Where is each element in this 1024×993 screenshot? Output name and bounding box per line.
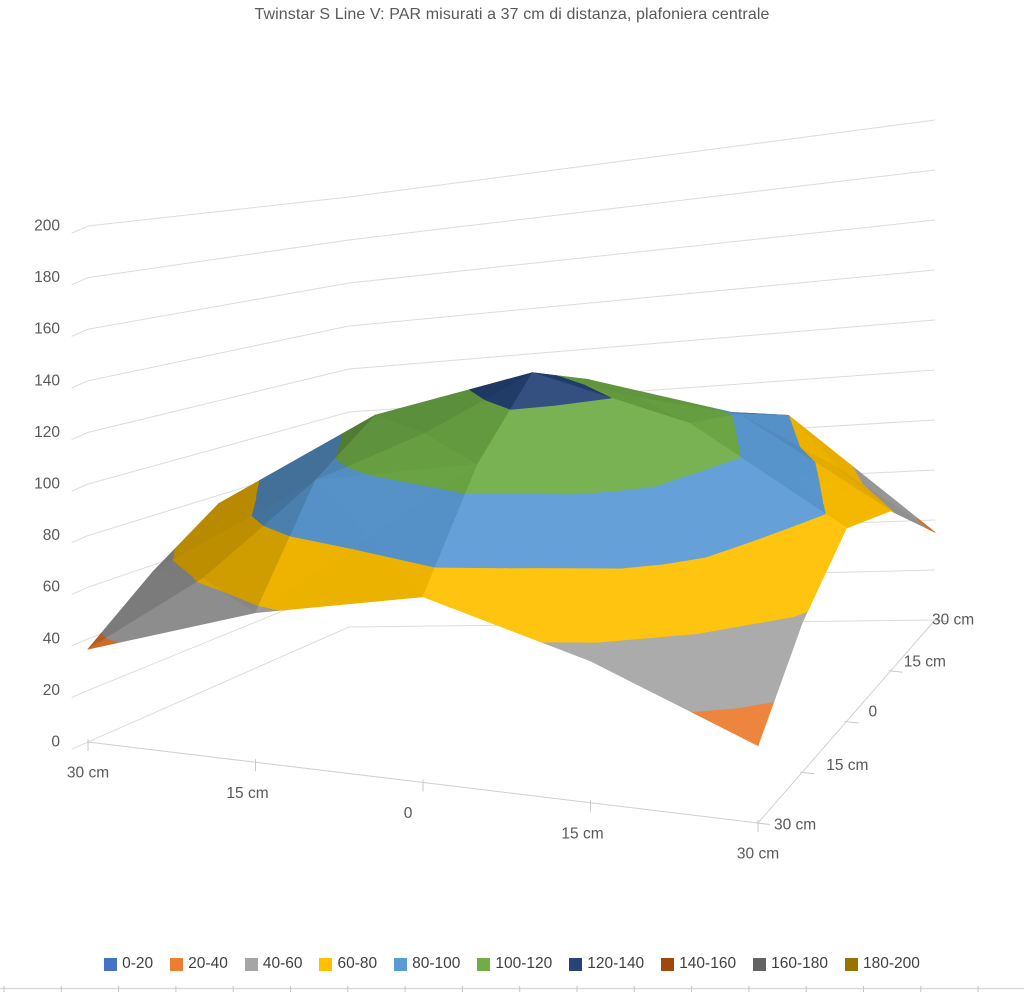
x-axis-label: 15 cm	[226, 785, 268, 802]
legend-item: 180-200	[844, 955, 920, 973]
depth-axis-tick	[888, 670, 903, 673]
depth-axis-tick	[932, 619, 948, 622]
legend-item: 80-100	[394, 955, 460, 973]
legend-swatch	[170, 957, 184, 971]
surface-band-facet	[837, 467, 895, 513]
legend-label: 80-100	[412, 955, 461, 972]
legend-label: 20-40	[188, 955, 228, 972]
legend-swatch	[844, 957, 858, 971]
x-axis-label: 30 cm	[67, 765, 109, 782]
z-tick-label: 40	[43, 630, 61, 647]
z-gridline	[71, 619, 936, 750]
z-gridline	[71, 269, 936, 389]
depth-axis-tick	[755, 822, 771, 825]
surface-band-facet	[791, 468, 824, 503]
z-tick-label: 140	[34, 372, 60, 389]
legend-item: 20-40	[170, 955, 228, 973]
legend-label: 120-140	[587, 955, 645, 972]
legend-swatch	[753, 957, 767, 971]
x-axis-label: 0	[404, 805, 413, 822]
legend-item: 40-60	[244, 955, 303, 973]
category-axis-line	[87, 619, 936, 824]
surface-band-facet	[697, 622, 803, 709]
legend-item: 140-160	[661, 955, 736, 973]
surface-band-facet	[689, 422, 741, 468]
legend-label: 60-80	[337, 955, 378, 972]
z-tick-label: 180	[34, 269, 60, 286]
legend-swatch	[394, 957, 408, 971]
z-tick-label: 120	[34, 424, 60, 441]
legend-label: 180-200	[862, 955, 920, 972]
z-gridline	[71, 119, 936, 234]
legend-item: 60-80	[319, 955, 377, 973]
z-tick-label: 80	[43, 527, 61, 544]
legend-label: 140-160	[679, 955, 737, 972]
depth-axis-label: 30 cm	[932, 612, 974, 629]
z-tick-label: 200	[34, 218, 60, 235]
legend-swatch	[661, 957, 675, 971]
depth-axis-tick	[800, 771, 815, 775]
surface-band-facet	[621, 512, 665, 569]
surface-band-facet	[917, 520, 936, 533]
depth-axis-label: 30 cm	[774, 817, 816, 834]
legend-label: 100-120	[495, 955, 553, 972]
legend-label: 0-20	[122, 955, 154, 972]
legend-item: 100-120	[477, 955, 552, 973]
chart-title: Twinstar S Line V: PAR misurati a 37 cm …	[254, 6, 770, 23]
legend-swatch	[104, 957, 118, 971]
surface-band-facet	[532, 372, 612, 406]
z-gridline	[71, 219, 936, 337]
depth-axis-label: 15 cm	[904, 653, 946, 670]
z-gridline	[71, 169, 936, 286]
legend-item: 120-140	[569, 955, 644, 973]
z-tick-label: 60	[43, 579, 61, 596]
legend-label: 40-60	[262, 955, 303, 972]
legend-label: 160-180	[771, 955, 828, 972]
z-gridline	[71, 319, 936, 441]
legend-item: 160-180	[753, 955, 828, 973]
surface-band-facet	[744, 521, 797, 541]
depth-axis-label: 15 cm	[826, 757, 868, 774]
x-axis-label: 15 cm	[561, 825, 603, 842]
depth-axis-label: 0	[869, 704, 878, 721]
z-tick-label: 20	[43, 682, 61, 699]
z-tick-label: 0	[51, 734, 60, 751]
legend-swatch	[244, 957, 258, 971]
z-gridline	[71, 369, 936, 492]
legend-swatch	[477, 957, 491, 971]
legend-swatch	[319, 957, 333, 971]
surface-band-facet	[713, 456, 826, 526]
depth-axis-tick	[844, 721, 859, 724]
legend-item: 0-20	[104, 955, 153, 973]
z-tick-label: 100	[34, 476, 60, 493]
legend: 0-20 20-40 40-60 60-80 80-100 100-120 120-140 1…	[0, 955, 1024, 973]
x-axis-label: 30 cm	[737, 846, 779, 863]
z-tick-label: 160	[34, 321, 60, 338]
legend-swatch	[569, 957, 583, 971]
surface-band-facet	[465, 463, 496, 494]
